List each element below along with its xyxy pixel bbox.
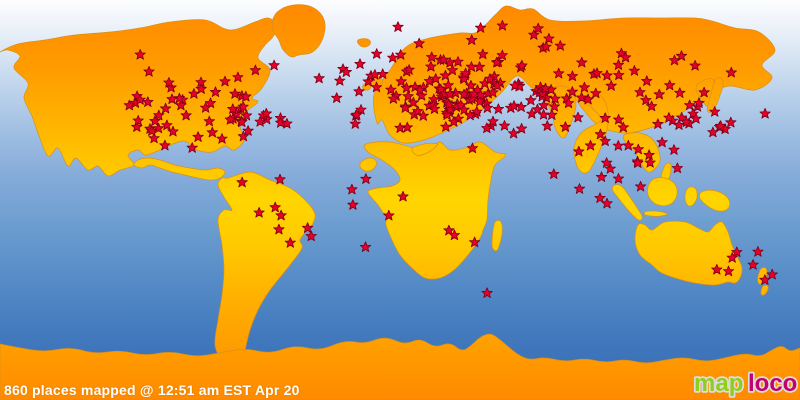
svg-text:loco: loco — [748, 370, 797, 397]
svg-text:map: map — [694, 370, 743, 397]
